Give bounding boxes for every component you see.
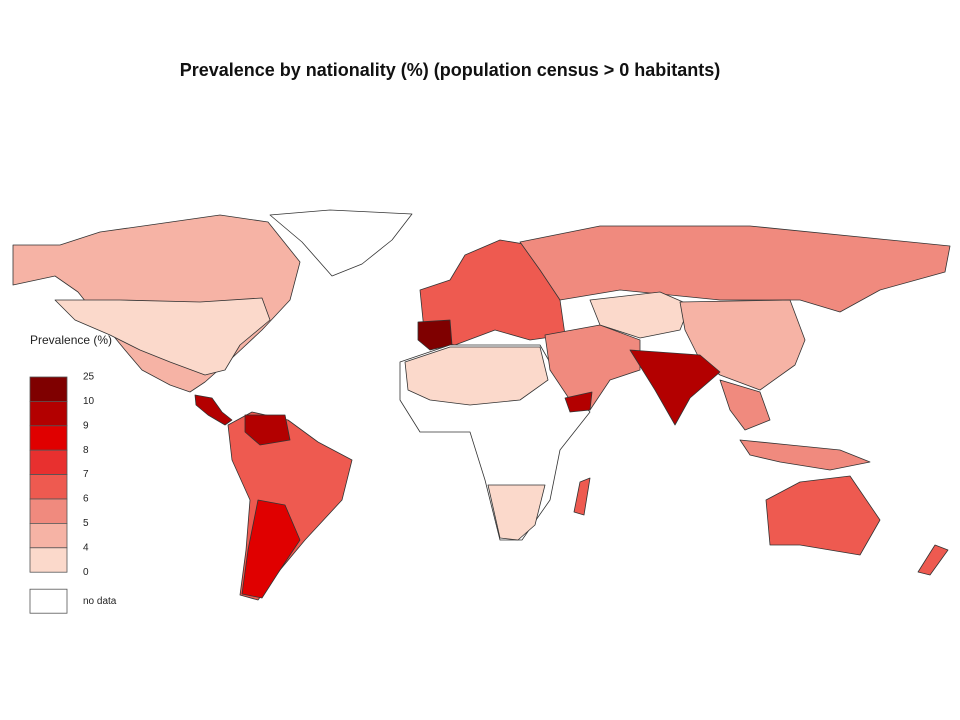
middle-east <box>544 324 641 411</box>
central-america <box>194 394 233 426</box>
legend-label: 5 <box>83 518 89 529</box>
argentina <box>241 499 301 599</box>
legend-label: 4 <box>83 542 89 553</box>
yemen <box>564 391 593 413</box>
legend-label: 0 <box>83 567 89 578</box>
indonesia <box>739 439 871 471</box>
legend-label: 25 <box>83 372 95 383</box>
legend-swatch <box>29 400 68 427</box>
legend-swatch <box>29 498 68 524</box>
india <box>629 349 721 426</box>
legend-swatch <box>29 376 68 402</box>
legend-title: Prevalence (%) <box>30 333 112 347</box>
legend-swatch <box>29 523 68 549</box>
southern-africa <box>487 484 546 541</box>
greenland <box>269 209 413 277</box>
australia <box>765 475 881 556</box>
legend-swatch <box>29 449 68 476</box>
central-asia <box>589 291 691 339</box>
legend-no-data-label: no data <box>83 596 117 607</box>
new-zealand <box>917 544 949 576</box>
title: Prevalence by nationality (%) (populatio… <box>180 60 721 80</box>
usa <box>54 297 271 376</box>
venezuela <box>244 414 291 446</box>
legend-swatch <box>29 547 68 573</box>
legend-label: 6 <box>83 494 89 505</box>
legend-no-data-swatch <box>29 588 68 614</box>
legend-swatch <box>29 425 68 451</box>
legend-label: 7 <box>83 469 89 480</box>
world-map <box>12 209 951 601</box>
russia <box>519 225 951 313</box>
legend: 25 10 9 8 7 6 5 4 0 no data <box>29 372 117 614</box>
legend-label: 10 <box>83 396 95 407</box>
legend-label: 8 <box>83 445 89 456</box>
iberia <box>417 319 453 351</box>
legend-swatch <box>29 474 68 500</box>
legend-label: 9 <box>83 420 89 431</box>
madagascar <box>573 477 591 516</box>
north-africa <box>404 346 549 406</box>
southeast-asia <box>719 379 771 431</box>
